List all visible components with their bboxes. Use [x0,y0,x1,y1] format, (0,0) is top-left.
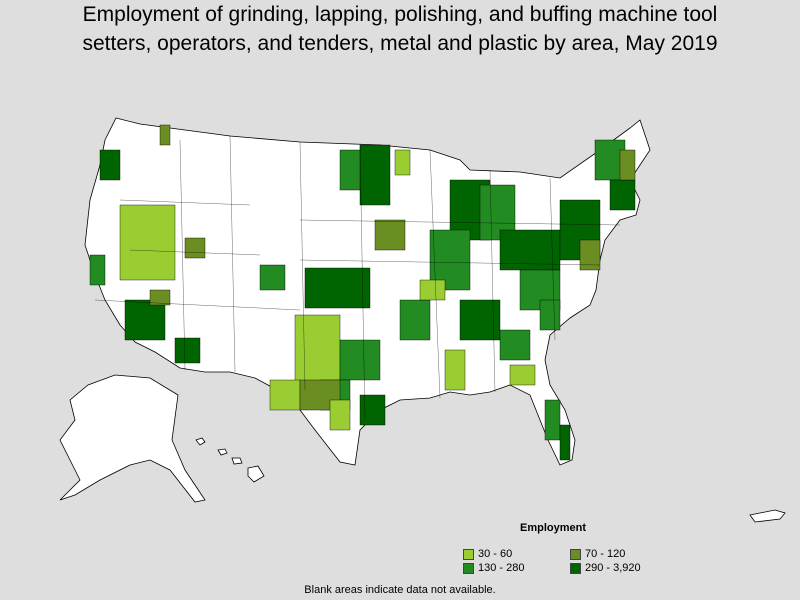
puerto-rico-shape [749,509,786,523]
employment-area [359,394,386,426]
employment-area [544,399,561,441]
employment-area [159,124,171,146]
map-title: Employment of grinding, lapping, polishi… [0,0,800,58]
employment-regions [89,124,636,461]
employment-area [259,264,286,291]
employment-area [509,364,536,386]
employment-area [499,229,561,271]
legend-title: Employment [520,522,587,534]
employment-area [269,379,301,411]
legend-swatch [570,562,581,574]
employment-area [419,279,446,301]
employment-area [609,179,636,211]
employment-area [499,329,531,361]
employment-area [374,219,406,251]
hawaii-islands [195,437,265,483]
employment-area [89,254,106,286]
area-boundaries [94,135,621,421]
employment-area [304,267,371,309]
employment-area [559,424,571,461]
employment-area [124,299,166,341]
employment-area [329,399,351,431]
employment-area [399,299,431,341]
employment-area [149,289,171,306]
legend-item-290-3920: 290 - 3,920 [570,562,641,574]
legend-swatch [570,548,581,560]
employment-area [174,337,201,364]
footnote: Blank areas indicate data not available. [304,584,496,596]
employment-area [394,149,411,176]
employment-area [359,144,391,206]
employment-area [119,204,176,281]
alaska-shape [59,374,206,503]
employment-area [459,299,501,341]
employment-area [444,349,466,391]
legend-swatch [463,562,474,574]
employment-area [619,149,636,181]
employment-area [579,239,601,271]
employment-area [184,237,206,259]
legend: Employment 30 - 60 70 - 120 130 - 280 29… [463,520,663,580]
legend-item-30-60: 30 - 60 [463,548,512,560]
map-title-line-2: setters, operators, and tenders, metal a… [82,32,718,55]
legend-swatch [463,548,474,560]
employment-area [339,339,381,381]
employment-area [539,299,561,331]
legend-item-70-120: 70 - 120 [570,548,625,560]
map-title-line-1: Employment of grinding, lapping, polishi… [82,3,718,26]
employment-area [99,149,121,181]
legend-item-130-280: 130 - 280 [463,562,524,574]
